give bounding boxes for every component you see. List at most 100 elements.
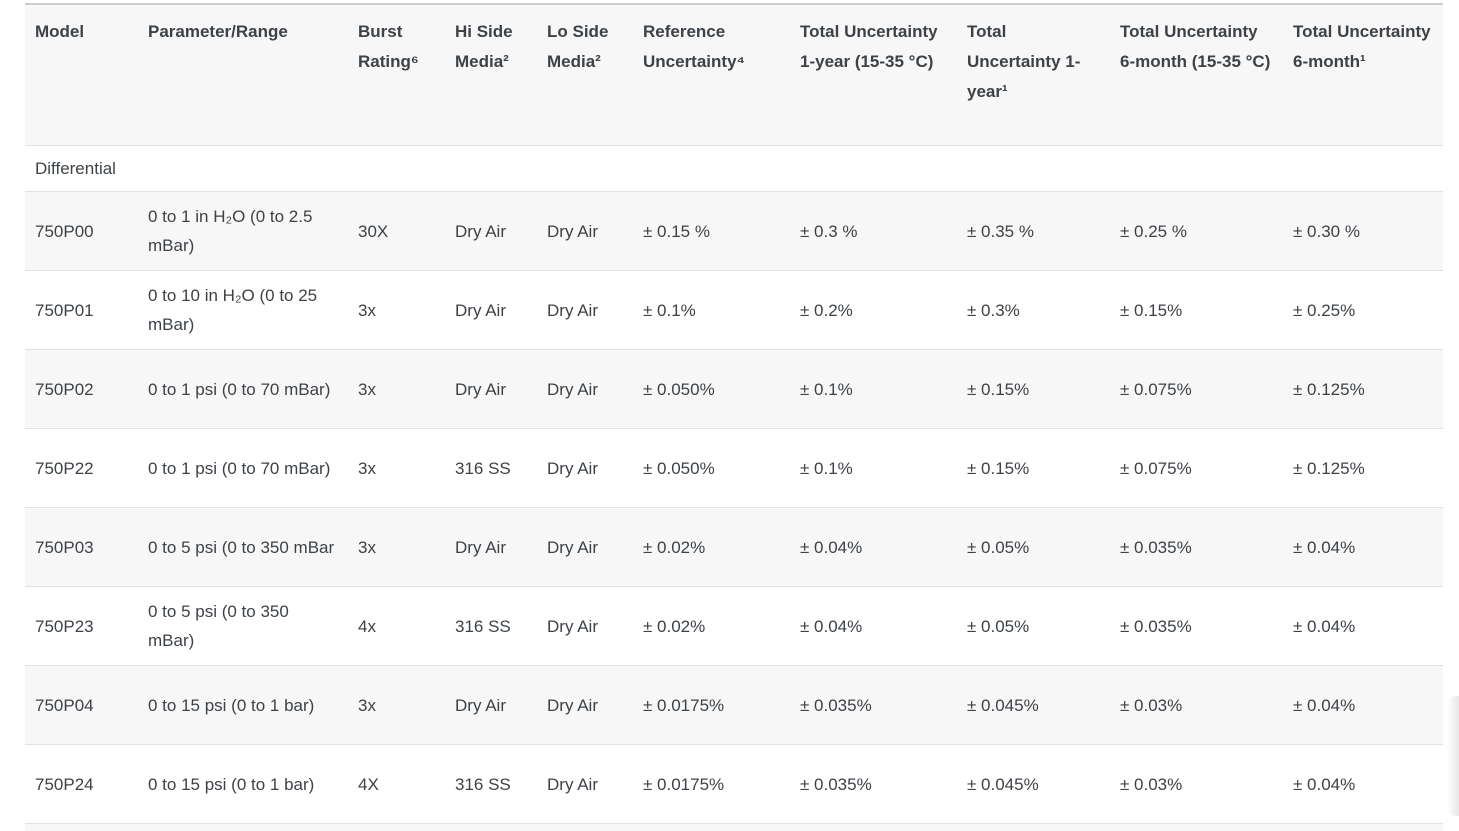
model-cell: 750P24 [25, 744, 138, 824]
spec-table-container: Model Parameter/Range Burst Rating⁶ Hi S… [25, 3, 1443, 831]
range-cell: 0 to 15 psi (0 to 1 bar) [138, 665, 348, 745]
burst-rating-cell: 3x [348, 665, 445, 745]
column-header-total-uncertainty-1year-band: Total Uncertainty 1-year (15-35 °C) [790, 3, 957, 146]
total-uncertainty-6month-band-cell: ± 0.03% [1110, 665, 1283, 745]
table-row: 750P02 0 to 1 psi (0 to 70 mBar) 3x Dry … [25, 349, 1443, 429]
column-header-total-uncertainty-6month: Total Uncertainty 6-month¹ [1283, 3, 1443, 146]
burst-rating-cell: 4x [348, 586, 445, 666]
lo-side-media-cell: Dry Air [537, 349, 633, 429]
total-uncertainty-6month-band-cell: ± 0.035% [1110, 586, 1283, 666]
total-uncertainty-1year-cell: ± 0.3% [957, 270, 1110, 350]
total-uncertainty-1year-band-cell: ± 0.2% [790, 270, 957, 350]
table-row: 750P24 0 to 15 psi (0 to 1 bar) 4X 316 S… [25, 744, 1443, 824]
table-row: 750P22 0 to 1 psi (0 to 70 mBar) 3x 316 … [25, 428, 1443, 508]
total-uncertainty-1year-cell: ± 0.15% [957, 349, 1110, 429]
lo-side-media-cell: Dry Air [537, 665, 633, 745]
table-row: 750P01 0 to 10 in H₂O (0 to 25 mBar) 3x … [25, 270, 1443, 350]
lo-side-media-cell: Dry Air [537, 191, 633, 271]
burst-rating-cell: 4X [348, 744, 445, 824]
lo-side-media-cell: Dry Air [537, 744, 633, 824]
total-uncertainty-1year-band-cell: ± 0.04% [790, 507, 957, 587]
reference-uncertainty-cell: ± 0.050% [633, 428, 790, 508]
table-row: 750P04 0 to 15 psi (0 to 1 bar) 3x Dry A… [25, 665, 1443, 745]
range-cell: 0 to 1 psi (0 to 70 mBar) [138, 428, 348, 508]
model-cell: 750P04 [25, 665, 138, 745]
range-cell: 0 to 5 psi (0 to 350 mBar [138, 507, 348, 587]
lo-side-media-cell: Dry Air [537, 428, 633, 508]
total-uncertainty-6month-cell: ± 0.30 % [1283, 191, 1443, 271]
total-uncertainty-1year-band-cell: ± 0.035% [790, 744, 957, 824]
pressure-module-spec-table: Model Parameter/Range Burst Rating⁶ Hi S… [25, 3, 1443, 831]
burst-rating-cell: 3x [348, 428, 445, 508]
range-cell: 0 to 10 in H₂O (0 to 25 mBar) [138, 270, 348, 350]
lo-side-media-cell: Dry Air [537, 507, 633, 587]
total-uncertainty-6month-cell: ± 0.04% [1283, 744, 1443, 824]
total-uncertainty-1year-cell: ± 0.045% [957, 665, 1110, 745]
range-cell: 0 to 5 psi (0 to 350 mBar) [138, 586, 348, 666]
reference-uncertainty-cell: ± 0.0175% [633, 665, 790, 745]
total-uncertainty-1year-cell: ± 0.15% [957, 428, 1110, 508]
reference-uncertainty-cell: ± 0.1% [633, 270, 790, 350]
hi-side-media-cell: 316 SS [445, 744, 537, 824]
scrollbar-thumb[interactable] [1447, 696, 1459, 816]
column-header-burst-rating: Burst Rating⁶ [348, 3, 445, 146]
total-uncertainty-1year-band-cell: ± 0.3 % [790, 191, 957, 271]
column-header-reference-uncertainty: Reference Uncertainty⁴ [633, 3, 790, 146]
hi-side-media-cell: 316 SS [445, 428, 537, 508]
model-cell: 750P23 [25, 586, 138, 666]
table-row-partial [25, 823, 1443, 831]
hi-side-media-cell: Dry Air [445, 349, 537, 429]
total-uncertainty-6month-band-cell: ± 0.03% [1110, 744, 1283, 824]
model-cell: 750P02 [25, 349, 138, 429]
reference-uncertainty-cell: ± 0.15 % [633, 191, 790, 271]
reference-uncertainty-cell: ± 0.02% [633, 586, 790, 666]
total-uncertainty-6month-cell: ± 0.04% [1283, 507, 1443, 587]
column-header-model: Model [25, 3, 138, 146]
total-uncertainty-6month-cell: ± 0.125% [1283, 349, 1443, 429]
hi-side-media-cell: Dry Air [445, 665, 537, 745]
total-uncertainty-6month-band-cell: ± 0.075% [1110, 349, 1283, 429]
model-cell: 750P01 [25, 270, 138, 350]
table-row: 750P03 0 to 5 psi (0 to 350 mBar 3x Dry … [25, 507, 1443, 587]
model-cell: 750P00 [25, 191, 138, 271]
total-uncertainty-6month-cell: ± 0.04% [1283, 665, 1443, 745]
total-uncertainty-1year-cell: ± 0.05% [957, 507, 1110, 587]
header-row: Model Parameter/Range Burst Rating⁶ Hi S… [25, 3, 1443, 146]
table-row: 750P00 0 to 1 in H₂O (0 to 2.5 mBar) 30X… [25, 191, 1443, 271]
reference-uncertainty-cell: ± 0.02% [633, 507, 790, 587]
total-uncertainty-1year-cell: ± 0.35 % [957, 191, 1110, 271]
range-cell: 0 to 1 in H₂O (0 to 2.5 mBar) [138, 191, 348, 271]
burst-rating-cell: 30X [348, 191, 445, 271]
burst-rating-cell: 3x [348, 349, 445, 429]
hi-side-media-cell: Dry Air [445, 270, 537, 350]
hi-side-media-cell: Dry Air [445, 507, 537, 587]
section-row-differential: Differential [25, 145, 1443, 192]
total-uncertainty-6month-band-cell: ± 0.15% [1110, 270, 1283, 350]
total-uncertainty-6month-band-cell: ± 0.035% [1110, 507, 1283, 587]
total-uncertainty-1year-cell: ± 0.05% [957, 586, 1110, 666]
section-label: Differential [25, 145, 1443, 192]
reference-uncertainty-cell: ± 0.050% [633, 349, 790, 429]
range-cell: 0 to 15 psi (0 to 1 bar) [138, 744, 348, 824]
hi-side-media-cell: 316 SS [445, 586, 537, 666]
lo-side-media-cell: Dry Air [537, 586, 633, 666]
column-header-total-uncertainty-1year: Total Uncertainty 1-year¹ [957, 3, 1110, 146]
total-uncertainty-1year-band-cell: ± 0.1% [790, 349, 957, 429]
total-uncertainty-1year-cell: ± 0.045% [957, 744, 1110, 824]
total-uncertainty-6month-cell: ± 0.125% [1283, 428, 1443, 508]
total-uncertainty-6month-cell: ± 0.04% [1283, 586, 1443, 666]
partial-row-cell [25, 823, 1443, 831]
total-uncertainty-6month-band-cell: ± 0.25 % [1110, 191, 1283, 271]
total-uncertainty-1year-band-cell: ± 0.035% [790, 665, 957, 745]
total-uncertainty-6month-band-cell: ± 0.075% [1110, 428, 1283, 508]
hi-side-media-cell: Dry Air [445, 191, 537, 271]
model-cell: 750P22 [25, 428, 138, 508]
column-header-hi-side-media: Hi Side Media² [445, 3, 537, 146]
total-uncertainty-1year-band-cell: ± 0.1% [790, 428, 957, 508]
table-body: Differential 750P00 0 to 1 in H₂O (0 to … [25, 145, 1443, 831]
table-header: Model Parameter/Range Burst Rating⁶ Hi S… [25, 3, 1443, 146]
reference-uncertainty-cell: ± 0.0175% [633, 744, 790, 824]
column-header-lo-side-media: Lo Side Media² [537, 3, 633, 146]
table-row: 750P23 0 to 5 psi (0 to 350 mBar) 4x 316… [25, 586, 1443, 666]
model-cell: 750P03 [25, 507, 138, 587]
